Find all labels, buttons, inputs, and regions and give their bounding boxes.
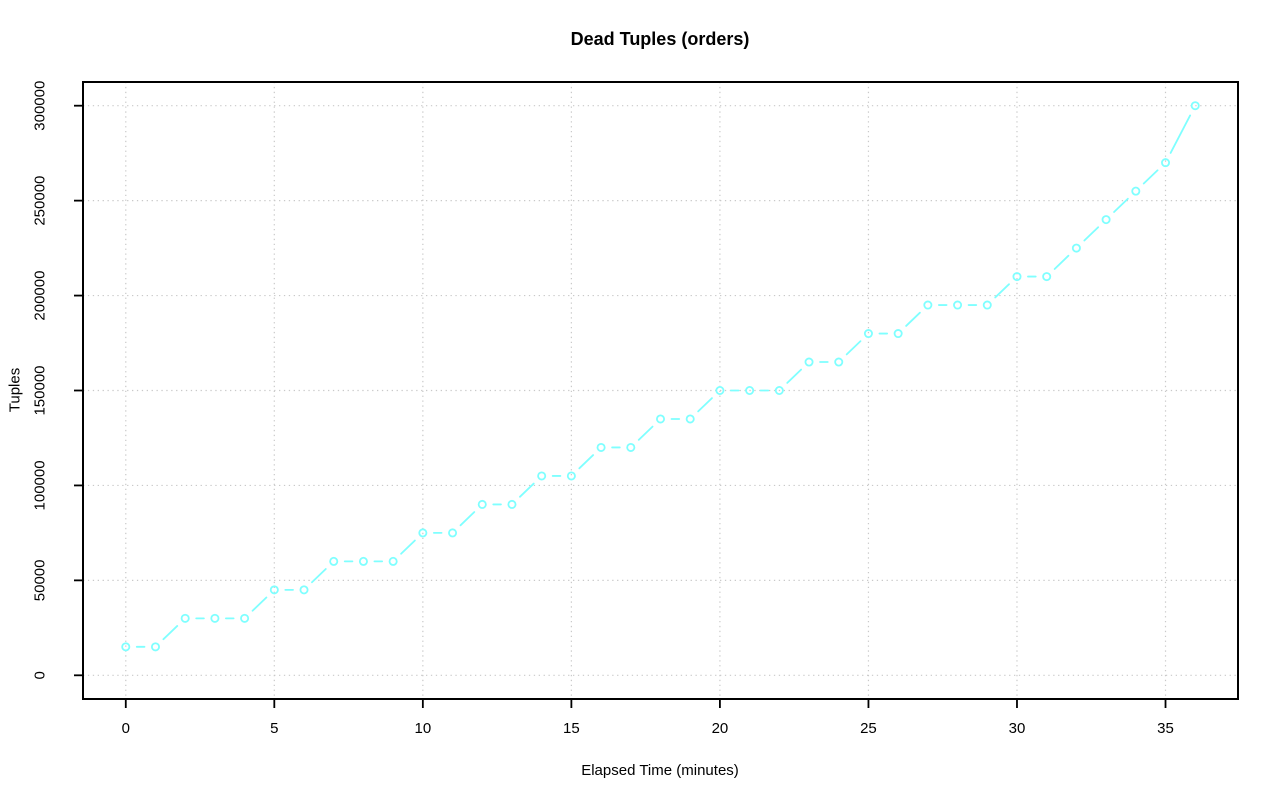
- data-point-marker: [388, 556, 398, 566]
- data-point-marker: [923, 300, 933, 310]
- series-line-segment: [578, 454, 595, 470]
- data-point-marker: [418, 528, 428, 538]
- x-axis-label: Elapsed Time (minutes): [581, 762, 739, 779]
- series-line-segment: [1142, 169, 1159, 185]
- series-line-segment: [697, 397, 713, 413]
- y-tick-label: 100000: [32, 460, 49, 510]
- data-point-marker: [804, 357, 814, 367]
- data-point-marker: [537, 471, 547, 481]
- x-tick-label: 10: [415, 720, 432, 737]
- x-tick-label: 25: [860, 720, 877, 737]
- y-tick-label: 300000: [32, 81, 49, 131]
- data-point-marker: [685, 414, 695, 424]
- x-tick-label: 30: [1009, 720, 1026, 737]
- series-line-segment: [845, 340, 862, 356]
- data-point-marker: [715, 385, 725, 395]
- x-tick-label: 15: [563, 720, 580, 737]
- data-point-marker: [953, 300, 963, 310]
- series-line-segment: [1113, 197, 1129, 213]
- data-point-marker: [774, 385, 784, 395]
- y-tick-label: 0: [32, 671, 49, 679]
- data-point-marker: [448, 528, 458, 538]
- series-line-segment: [311, 568, 327, 584]
- series-line-segment: [1083, 226, 1100, 242]
- data-point-marker: [1161, 158, 1171, 168]
- data-point-marker: [1071, 243, 1081, 253]
- data-point-marker: [329, 556, 339, 566]
- data-point-marker: [1131, 186, 1141, 196]
- data-point-marker: [1190, 101, 1200, 111]
- data-point-marker: [240, 613, 250, 623]
- data-point-marker: [566, 471, 576, 481]
- series-line-segment: [251, 596, 268, 612]
- y-tick-label: 200000: [32, 271, 49, 321]
- data-point-marker: [180, 613, 190, 623]
- y-tick-label: 50000: [32, 560, 49, 602]
- data-point-marker: [210, 613, 220, 623]
- series-line-segment: [162, 625, 179, 641]
- series-line-segment: [1169, 114, 1192, 154]
- x-tick-label: 20: [712, 720, 729, 737]
- x-tick-label: 35: [1157, 720, 1174, 737]
- series-line-segment: [1053, 254, 1070, 270]
- y-tick-label: 250000: [32, 176, 49, 226]
- data-point-marker: [893, 329, 903, 339]
- data-point-marker: [269, 585, 279, 595]
- data-point-marker: [358, 556, 368, 566]
- series-line-segment: [459, 511, 476, 527]
- data-point-marker: [745, 385, 755, 395]
- y-tick-label: 150000: [32, 365, 49, 415]
- data-point-marker: [121, 642, 131, 652]
- series-line-segment: [786, 368, 802, 384]
- data-point-marker: [1101, 215, 1111, 225]
- series-line-segment: [905, 311, 921, 327]
- data-point-marker: [1042, 272, 1052, 282]
- series-line-segment: [994, 283, 1010, 299]
- data-point-marker: [596, 442, 606, 452]
- data-point-marker: [477, 499, 487, 509]
- data-point-marker: [834, 357, 844, 367]
- data-point-marker: [656, 414, 666, 424]
- series-line-segment: [637, 425, 654, 441]
- data-point-marker: [863, 329, 873, 339]
- chart-title: Dead Tuples (orders): [571, 29, 750, 49]
- series-line-segment: [400, 539, 416, 555]
- series-line-segment: [519, 482, 535, 498]
- data-point-marker: [982, 300, 992, 310]
- data-point-marker: [626, 442, 636, 452]
- data-point-marker: [507, 499, 517, 509]
- x-tick-label: 0: [122, 720, 130, 737]
- y-axis-label: Tuples: [7, 368, 24, 412]
- data-point-marker: [1012, 272, 1022, 282]
- data-point-marker: [299, 585, 309, 595]
- data-point-marker: [150, 642, 160, 652]
- x-tick-label: 5: [270, 720, 278, 737]
